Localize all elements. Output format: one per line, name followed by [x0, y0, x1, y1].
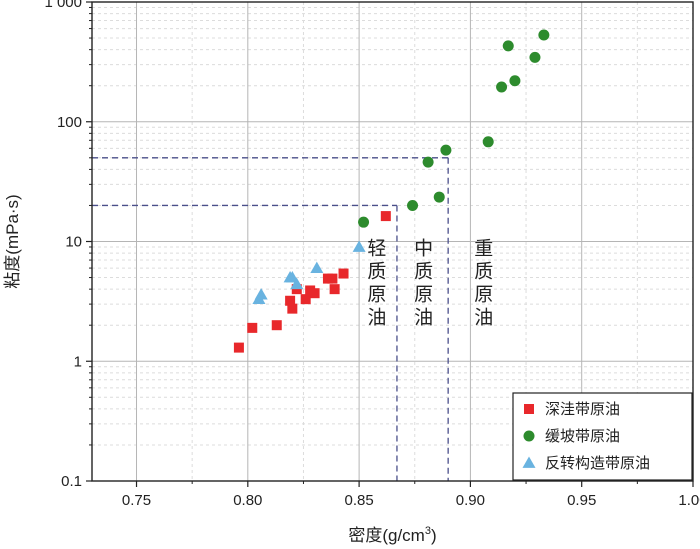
legend-label: 缓坡带原油: [545, 428, 620, 445]
region-label-char: 重: [474, 237, 493, 259]
legend-marker-circle: [523, 430, 535, 442]
data-point-circle: [509, 75, 521, 87]
region-label-char: 油: [414, 306, 433, 328]
data-point-square: [327, 273, 338, 284]
y-tick-label: 1: [74, 353, 82, 370]
data-point-square: [309, 288, 320, 299]
data-point-triangle: [285, 271, 299, 283]
legend-box: [512, 392, 693, 481]
data-point-triangle: [352, 240, 366, 252]
legend-marker-square: [524, 404, 534, 414]
region-label-char: 质: [414, 260, 433, 282]
region-label-char: 质: [474, 260, 493, 282]
region-label-char: 轻: [367, 237, 386, 259]
data-points: [233, 29, 550, 353]
data-point-square: [247, 322, 258, 333]
y-tick-label: 0.1: [61, 473, 82, 490]
legend-label: 深洼带原油: [545, 401, 620, 418]
region-label-char: 质: [367, 260, 386, 282]
region-label-char: 原: [367, 284, 386, 305]
x-tick-label: 0.90: [456, 492, 485, 509]
data-point-square: [338, 268, 349, 279]
legend-label: 反转构造带原油: [545, 455, 650, 472]
y-tick-label: 100: [57, 114, 82, 131]
data-point-square: [287, 303, 298, 314]
data-point-circle: [502, 40, 514, 52]
region-label-char: 原: [414, 284, 433, 305]
data-point-square: [285, 295, 296, 306]
series-1: [233, 211, 391, 353]
x-tick-label: 0.85: [345, 492, 374, 509]
region-label-char: 原: [474, 284, 493, 305]
region-label-char: 油: [474, 306, 493, 328]
data-point-circle: [440, 144, 452, 156]
y-axis-title: 粘度(mPa·s): [3, 194, 22, 288]
data-point-circle: [496, 81, 508, 93]
legend-marker-triangle: [522, 456, 536, 468]
series-2: [358, 29, 550, 228]
series-3: [252, 240, 366, 305]
region-label-char: 中: [414, 237, 433, 259]
data-point-circle: [529, 51, 541, 63]
x-tick-label: 0.95: [567, 492, 596, 509]
x-axis-title: 密度(g/cm3): [348, 525, 436, 545]
x-tick-label: 0.75: [122, 492, 151, 509]
y-tick-label: 10: [65, 234, 82, 251]
y-tick-label: 1 000: [44, 0, 82, 11]
data-point-square: [380, 211, 391, 222]
x-tick-label: 0.80: [233, 492, 262, 509]
reference-lines: [92, 157, 449, 481]
data-point-triangle: [310, 261, 324, 273]
data-point-triangle: [290, 277, 304, 290]
data-point-square: [300, 294, 311, 305]
x-tick-label: 1.00: [678, 492, 700, 509]
data-point-triangle: [254, 288, 268, 300]
axes: 0.75 0.80 0.85 0.90 0.95 1.00 0.1 1 10 100 1 000 密度…: [3, 0, 700, 545]
data-point-square: [271, 320, 282, 331]
data-point-circle: [407, 199, 419, 211]
grid-layer: [92, 1, 694, 482]
data-point-square: [329, 284, 340, 295]
data-point-circle: [422, 156, 434, 168]
data-point-circle: [482, 136, 494, 148]
data-point-circle: [538, 29, 550, 41]
data-point-circle: [433, 191, 445, 203]
region-label-char: 油: [367, 306, 386, 328]
data-point-square: [291, 284, 302, 295]
data-point-circle: [358, 216, 370, 228]
data-point-square: [233, 342, 244, 353]
